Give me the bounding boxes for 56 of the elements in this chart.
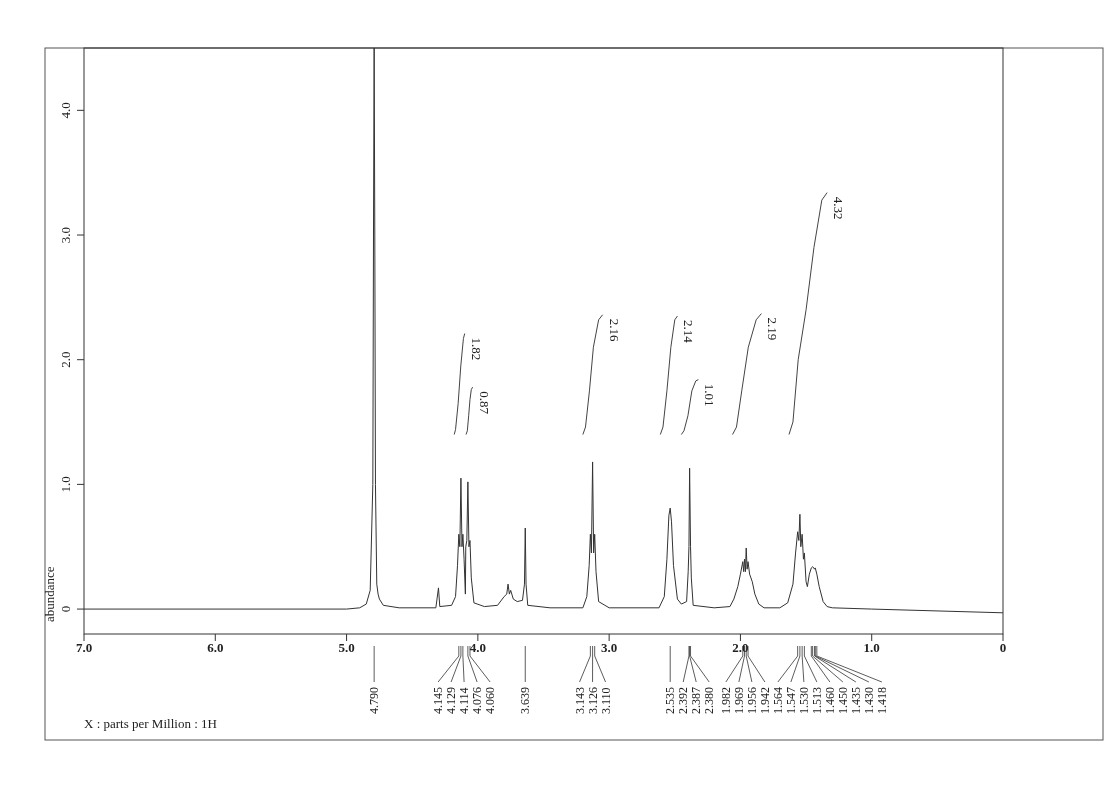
annotation: 1.418 <box>874 687 889 714</box>
annotation: 4.145 <box>431 687 446 714</box>
annotation: 2.16 <box>606 318 622 343</box>
annotation: 3.110 <box>598 687 613 714</box>
line-series <box>680 379 699 436</box>
annotation: 1.450 <box>835 687 850 714</box>
annotation: 1.460 <box>822 687 837 714</box>
annotation: 3.143 <box>572 687 587 714</box>
x-axis-title: X : parts per Million : 1H <box>84 716 217 731</box>
x-tick-label: 7.0 <box>75 640 93 655</box>
annotation: 2.14 <box>681 320 697 344</box>
annotation: 1.564 <box>770 687 785 714</box>
annotation: 3.639 <box>518 687 533 714</box>
x-tick-label: 0 <box>999 640 1007 655</box>
annotation: 1.01 <box>702 383 718 407</box>
annotation: 1.969 <box>731 687 746 714</box>
annotation: 0.87 <box>476 391 492 415</box>
annotation: 2.380 <box>702 687 717 714</box>
annotation: 4.076 <box>470 687 485 714</box>
annotation: 2.535 <box>663 687 678 714</box>
annotation: 4.790 <box>367 687 382 714</box>
line-series <box>788 192 828 436</box>
line-series <box>659 315 678 436</box>
annotation: 3.126 <box>585 687 600 714</box>
y-tick-label: 2.0 <box>58 351 73 368</box>
annotation: 4.32 <box>831 196 847 220</box>
annotation: 1.530 <box>796 687 811 714</box>
annotation: 1.982 <box>718 687 733 714</box>
y-tick-label: 0 <box>58 605 73 613</box>
y-tick-label: 1.0 <box>58 476 73 493</box>
annotation: 1.942 <box>757 687 772 714</box>
line-series <box>732 313 762 436</box>
y-axis-title: abundance <box>42 566 57 622</box>
annotation: 2.19 <box>765 317 781 341</box>
x-tick-label: 6.0 <box>207 640 224 655</box>
y-tick-label: 3.0 <box>58 226 73 244</box>
line-series <box>465 386 474 436</box>
annotation: 4.114 <box>457 687 472 714</box>
annotation: 1.82 <box>468 337 484 361</box>
line-series <box>582 314 604 436</box>
x-tick-label: 5.0 <box>338 640 355 655</box>
x-tick-label: 4.0 <box>469 640 486 655</box>
annotation: 1.435 <box>848 687 863 714</box>
annotation: 1.547 <box>783 687 798 714</box>
x-tick-label: 3.0 <box>601 640 618 655</box>
line-series <box>453 333 466 436</box>
annotation: 1.956 <box>744 687 759 714</box>
annotation: 1.430 <box>861 687 876 714</box>
annotation: 2.392 <box>676 687 691 714</box>
annotation: 4.060 <box>483 687 498 714</box>
x-tick-label: 1.0 <box>863 640 880 655</box>
annotation: 2.387 <box>689 687 704 714</box>
annotation: 4.129 <box>444 687 459 714</box>
x-tick-label: 2.0 <box>732 640 749 655</box>
y-tick-label: 4.0 <box>58 102 73 119</box>
annotation: 1.513 <box>809 687 824 714</box>
